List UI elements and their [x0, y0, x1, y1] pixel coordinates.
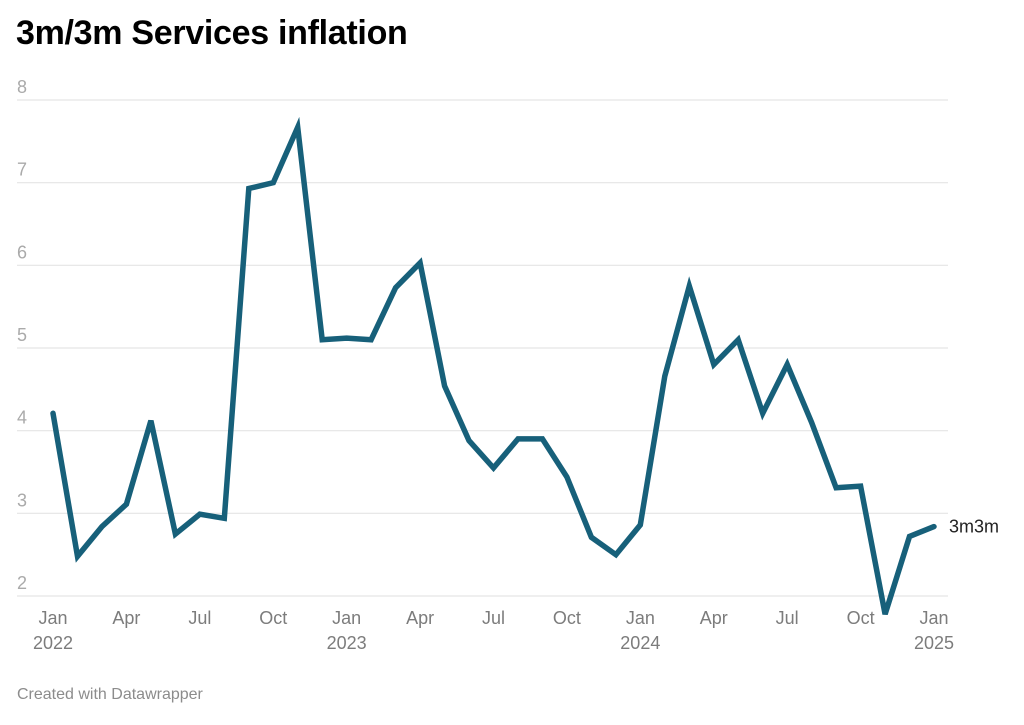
- x-tick-label: Apr: [112, 608, 140, 628]
- x-tick-year-label: 2025: [914, 633, 954, 653]
- y-tick-label: 6: [17, 242, 27, 262]
- y-axis-ticks: 2 3 4 5 6 7 8: [17, 77, 27, 593]
- x-axis-ticks: Jan 2022 Apr Jul Oct Jan 2023 Apr Jul Oct Jan 2024 A…: [33, 608, 954, 653]
- x-tick-label: Jan: [626, 608, 655, 628]
- x-tick-label: Oct: [847, 608, 875, 628]
- x-tick-label: Jul: [482, 608, 505, 628]
- x-tick-label: Jul: [776, 608, 799, 628]
- x-tick-label: Oct: [553, 608, 581, 628]
- x-tick-label: Apr: [406, 608, 434, 628]
- x-tick-label: Apr: [700, 608, 728, 628]
- x-tick-year-label: 2024: [620, 633, 660, 653]
- series-group: 3m3m: [50, 116, 999, 616]
- credit-footer: Created with Datawrapper: [17, 686, 203, 703]
- gridlines: [17, 99, 948, 597]
- y-tick-label: 8: [17, 77, 27, 97]
- x-tick-label: Jan: [38, 608, 67, 628]
- y-tick-label: 5: [17, 325, 27, 345]
- y-tick-label: 7: [17, 160, 27, 180]
- y-tick-label: 2: [17, 573, 27, 593]
- series-line-3m3m: [50, 116, 937, 616]
- y-tick-label: 4: [17, 408, 27, 428]
- x-tick-year-label: 2022: [33, 633, 73, 653]
- chart-title: 3m/3m Services inflation: [16, 14, 408, 52]
- x-tick-label: Jan: [919, 608, 948, 628]
- series-end-label: 3m3m: [949, 517, 999, 537]
- x-tick-label: Jan: [332, 608, 361, 628]
- x-tick-label: Jul: [188, 608, 211, 628]
- y-tick-label: 3: [17, 490, 27, 510]
- x-tick-label: Oct: [259, 608, 287, 628]
- x-tick-year-label: 2023: [327, 633, 367, 653]
